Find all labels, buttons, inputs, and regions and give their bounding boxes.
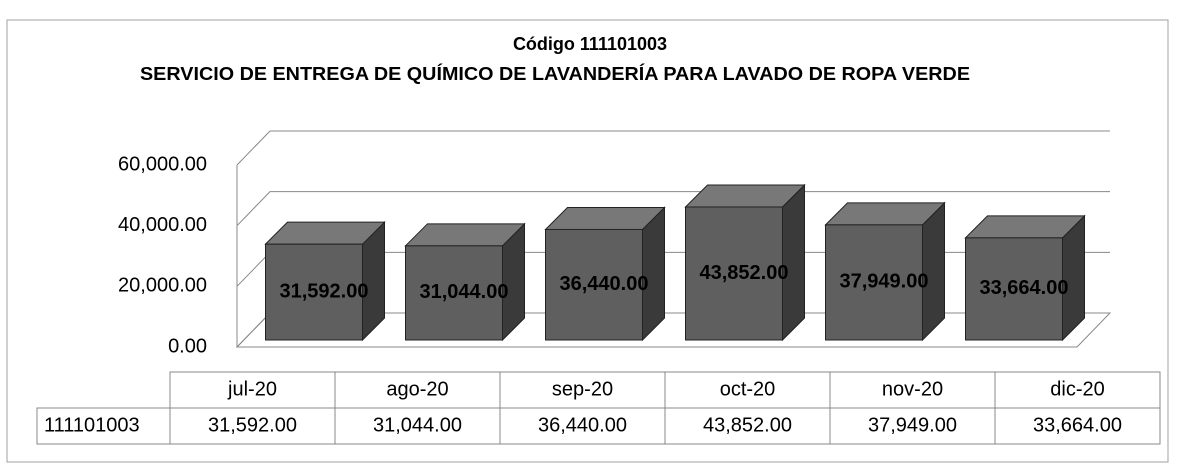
bar (685, 206, 783, 341)
data-label: 36,440.00 (560, 273, 649, 295)
bar (965, 237, 1063, 341)
table-value: 36,440.00 (538, 414, 627, 436)
table-cell (994, 407, 1161, 445)
x-tick-label: dic-20 (1050, 378, 1104, 400)
y-tick-label: 40,000.00 (118, 214, 207, 236)
legend-label: 111101003 (44, 414, 140, 436)
data-label: 33,664.00 (980, 277, 1069, 299)
x-tick-label: ago-20 (386, 378, 448, 400)
data-label: 31,044.00 (420, 281, 509, 303)
data-label: 31,592.00 (280, 280, 369, 302)
chart-subtitle: SERVICIO DE ENTREGA DE QUÍMICO DE LAVAND… (140, 63, 970, 84)
table-value: 31,044.00 (373, 414, 462, 436)
grid-line (236, 130, 1110, 166)
bar (405, 245, 503, 341)
x-tick-label: nov-20 (882, 378, 943, 400)
data-label: 43,852.00 (700, 262, 789, 284)
x-tick-label: jul-20 (227, 378, 277, 400)
table-value: 31,592.00 (208, 414, 297, 436)
x-tick-label: oct-20 (720, 378, 776, 400)
chart-title: Código 111101003 (513, 34, 667, 54)
table-value: 43,852.00 (703, 414, 792, 436)
y-tick-label: 20,000.00 (118, 275, 207, 297)
x-tick-label: sep-20 (552, 378, 613, 400)
y-tick-label: 60,000.00 (118, 153, 207, 175)
grid-line (236, 191, 1110, 227)
data-label: 37,949.00 (840, 271, 929, 293)
table-value: 33,664.00 (1033, 414, 1122, 436)
bar (545, 228, 643, 341)
bar (265, 243, 363, 341)
y-tick-label: 0.00 (168, 335, 207, 357)
table-value: 37,949.00 (868, 414, 957, 436)
bar (825, 224, 923, 341)
